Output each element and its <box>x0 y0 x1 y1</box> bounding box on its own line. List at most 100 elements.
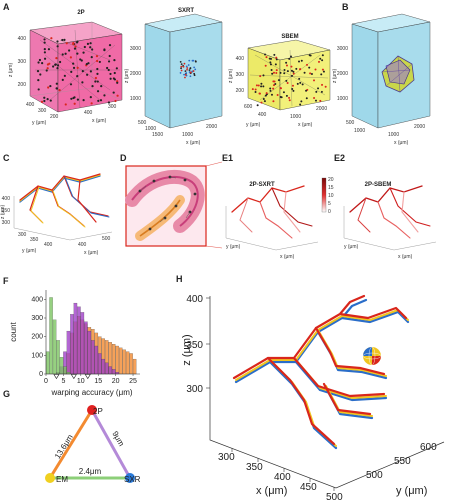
cell-dot <box>269 63 272 66</box>
cell-dot <box>55 57 58 60</box>
cell-dot <box>286 70 289 73</box>
cell-dot <box>314 99 317 102</box>
h-ztick: 350 <box>186 340 203 351</box>
tick: 1000 <box>337 96 348 102</box>
h-ytick: 500 <box>366 470 383 481</box>
cell-dot <box>55 87 58 90</box>
cell-dot <box>73 47 77 50</box>
cell-dot <box>285 61 288 64</box>
cell-dot <box>46 67 49 70</box>
cell-dot <box>180 63 183 66</box>
cell-dot <box>64 52 67 55</box>
tick: 500 <box>346 120 355 126</box>
cell-dot <box>313 79 316 82</box>
cell-dot <box>36 70 40 73</box>
cell-dot <box>43 96 46 99</box>
cell-dot <box>43 99 46 103</box>
tick: 200 <box>236 88 245 94</box>
axis-label: y (μm) <box>22 248 37 254</box>
cell-dot <box>283 72 286 75</box>
cell-dot <box>308 54 311 57</box>
cell-dot <box>180 69 183 72</box>
cell-dot <box>305 63 308 66</box>
tick: 350 <box>2 208 11 214</box>
node-em <box>45 473 55 483</box>
x-tick-label: 25 <box>129 378 137 385</box>
y-tick-label: 200 <box>31 334 43 341</box>
axis-label: y (μm) <box>226 244 241 250</box>
cell-dot <box>254 91 257 94</box>
h-xtick: 450 <box>300 482 317 493</box>
x-tick-label: 10 <box>77 378 85 385</box>
colorbar-tick: 5 <box>328 201 331 207</box>
cell-dot <box>103 94 106 97</box>
cell-dot <box>324 85 327 88</box>
cell-dot <box>91 84 94 88</box>
axis-label: x (μm) <box>398 254 413 260</box>
axis-label: x (μm) <box>298 122 313 128</box>
cell-dot <box>300 59 303 62</box>
cell-dot <box>43 51 46 54</box>
cell-dot <box>95 55 99 58</box>
panel-a-2p-title: 2P <box>77 10 84 16</box>
cell-dot <box>277 79 280 82</box>
cell-dot <box>98 60 101 64</box>
cell-dot <box>303 71 306 74</box>
cell-dot <box>108 44 112 47</box>
cell-dot <box>72 96 75 100</box>
panel-label-d: D <box>120 153 127 163</box>
tick: 350 <box>30 237 39 243</box>
tick: 400 <box>44 242 53 248</box>
cell-dot <box>56 40 59 43</box>
cell-dot <box>37 79 40 82</box>
axis-label: y (μm) <box>246 122 261 128</box>
cell-dot <box>116 81 119 84</box>
cell-dot <box>179 60 182 63</box>
panel-label-f: F <box>3 276 9 286</box>
cell-dot <box>276 93 279 96</box>
cell-dot <box>82 51 85 54</box>
panel-label-c: C <box>3 153 10 163</box>
cell-dot <box>317 87 320 90</box>
node-2p <box>87 405 97 415</box>
tick: 3000 <box>130 46 141 52</box>
cell-dot <box>106 66 109 70</box>
cell-dot <box>270 68 273 71</box>
cell-dot <box>292 89 295 92</box>
histogram-bars <box>45 297 137 375</box>
cell-dot <box>314 68 317 71</box>
tick: 1000 <box>130 96 141 102</box>
cell-dot <box>188 69 191 72</box>
x-tick-label: 20 <box>112 378 120 385</box>
cell-dot <box>319 57 322 60</box>
cell-dot <box>55 82 58 85</box>
cell-dot <box>275 58 278 61</box>
cell-dot <box>89 46 92 49</box>
panel-e1-title: 2P-SXRT <box>249 182 275 188</box>
tick: 400 <box>258 112 267 118</box>
axis-label: z (μm) <box>8 63 14 78</box>
tick: 2000 <box>414 124 425 130</box>
cell-dot <box>285 64 288 67</box>
tick: 2000 <box>130 71 141 77</box>
cell-dot <box>290 65 293 68</box>
cell-dot <box>85 63 88 66</box>
tick: 200 <box>18 82 27 88</box>
cell-dot <box>107 60 111 63</box>
median-marker <box>70 374 77 380</box>
tick: 300 <box>2 220 11 226</box>
cell-dot <box>63 74 66 77</box>
axis-label: z (μm) <box>124 69 130 84</box>
h-ytick: 550 <box>394 456 411 467</box>
axis-label: x (μm) <box>394 140 409 146</box>
cell-dot <box>180 65 183 68</box>
cell-dot <box>299 103 302 106</box>
h-xtick: 300 <box>218 452 235 463</box>
cell-dot <box>38 58 42 62</box>
cell-dot <box>286 81 289 84</box>
cell-dot <box>275 71 278 74</box>
cell-dot <box>291 84 294 87</box>
